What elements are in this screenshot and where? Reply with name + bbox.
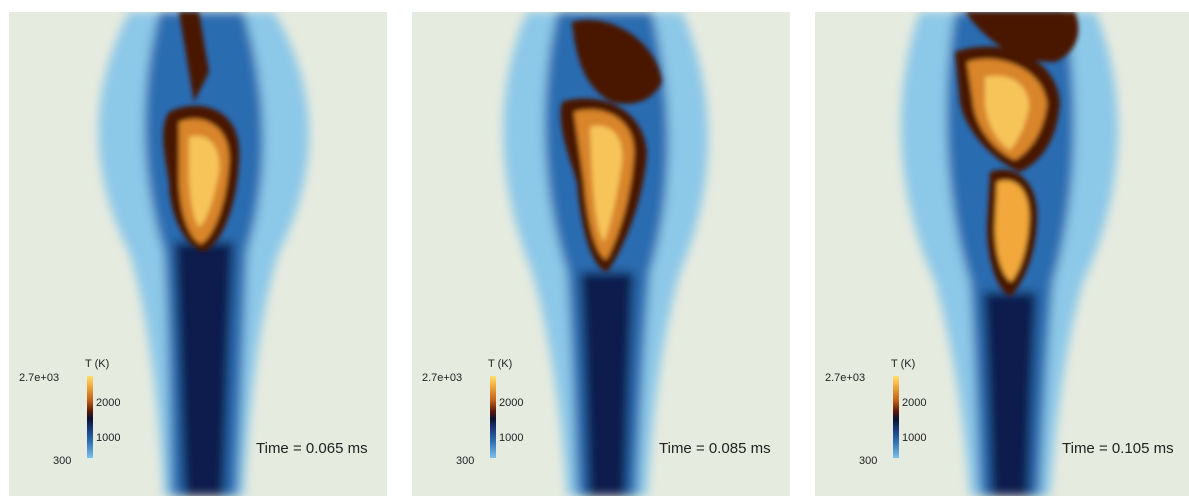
- colorbar-tick-1000: 1000: [902, 432, 927, 444]
- temperature-snapshot-panel-2: T (K) 2.7e+03 2000 1000 300 Time = 0.085…: [412, 12, 790, 496]
- colorbar-max-label: 2.7e+03: [19, 372, 60, 384]
- time-label: Time = 0.065 ms: [256, 440, 368, 457]
- temperature-colorbar: T (K) 2.7e+03 2000 1000 300: [412, 12, 552, 467]
- temperature-field-image: [98, 12, 310, 496]
- colorbar-title: T (K): [85, 358, 110, 370]
- colorbar-tick-1000: 1000: [96, 432, 121, 444]
- colorbar-title: T (K): [488, 358, 513, 370]
- colorbar-min-label: 300: [859, 455, 878, 467]
- colorbar-tick-2000: 2000: [96, 397, 121, 409]
- colorbar-gradient: [87, 376, 93, 458]
- colorbar-max-label: 2.7e+03: [825, 372, 866, 384]
- temperature-colorbar: T (K) 2.7e+03 2000 1000 300: [815, 12, 955, 467]
- colorbar-tick-2000: 2000: [499, 397, 524, 409]
- temperature-colorbar: T (K) 2.7e+03 2000 1000 300: [9, 12, 149, 467]
- colorbar-max-label: 2.7e+03: [422, 372, 463, 384]
- temperature-snapshot-panel-3: T (K) 2.7e+03 2000 1000 300 Time = 0.105…: [815, 12, 1189, 496]
- colorbar-title: T (K): [891, 358, 916, 370]
- temperature-snapshot-panel-1: T (K) 2.7e+03 2000 1000 300 Time = 0.065…: [9, 12, 387, 496]
- temperature-field-image: [901, 12, 1118, 496]
- colorbar-gradient: [490, 376, 496, 458]
- colorbar-tick-2000: 2000: [902, 397, 927, 409]
- colorbar-tick-1000: 1000: [499, 432, 524, 444]
- colorbar-gradient: [893, 376, 899, 458]
- time-label: Time = 0.085 ms: [659, 440, 771, 457]
- temperature-field-image: [503, 12, 709, 496]
- colorbar-min-label: 300: [456, 455, 475, 467]
- time-label: Time = 0.105 ms: [1062, 440, 1174, 457]
- colorbar-min-label: 300: [53, 455, 72, 467]
